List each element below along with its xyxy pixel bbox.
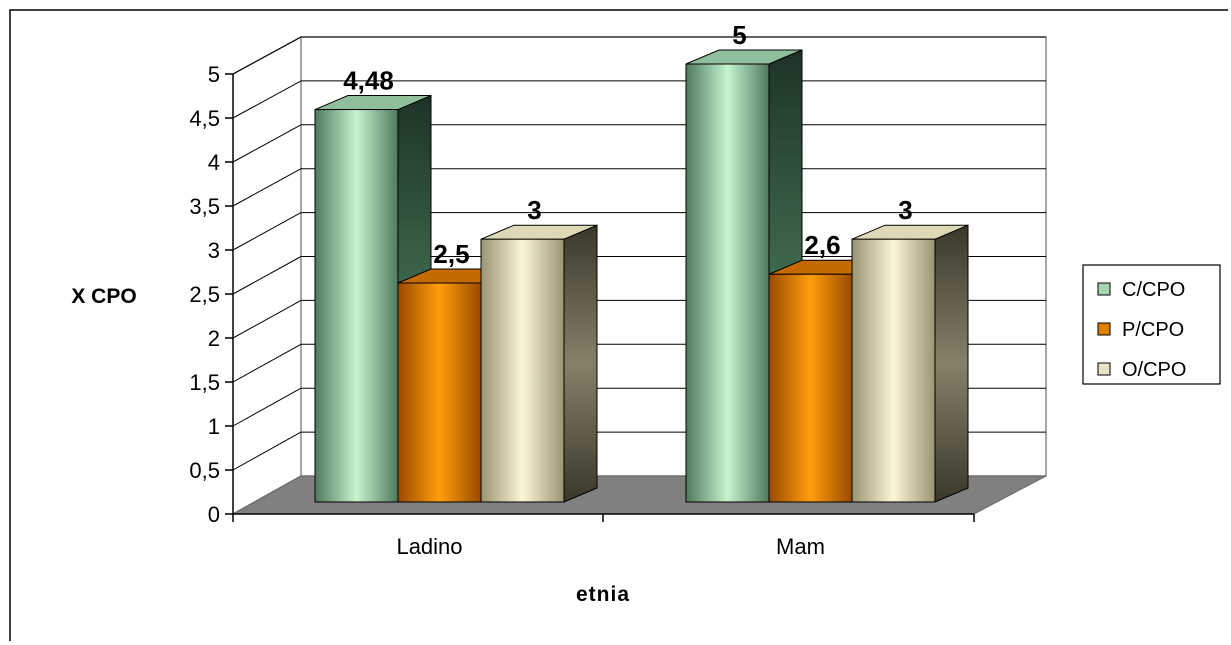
chart-frame — [9, 9, 1228, 641]
bar-o-cpo-ladino — [480, 238, 565, 503]
y-tick-labels: 0 0,5 1 1,5 2 2,5 3 3,5 4 4,5 5 — [189, 62, 220, 527]
data-label: 2,6 — [804, 230, 840, 260]
gridline-side — [232, 256, 302, 295]
gridline-side — [232, 80, 302, 119]
y-tick-label: 5 — [208, 62, 220, 87]
data-label: 4,48 — [343, 66, 394, 96]
bar-p-cpo-ladino — [397, 282, 482, 503]
y-tick-label: 2,5 — [189, 282, 220, 307]
gridline-side — [232, 36, 302, 75]
legend-label-c-cpo: C/CPO — [1122, 279, 1185, 301]
gridline-side — [232, 299, 302, 339]
data-label: 3 — [527, 195, 541, 225]
bar-c-cpo-ladino — [314, 109, 399, 503]
y-tick-label: 4,5 — [189, 106, 220, 131]
gridline-side — [232, 431, 302, 471]
y-tick-label: 3 — [208, 238, 220, 263]
gridline-side — [232, 343, 302, 383]
category-labels: Ladino Mam — [396, 534, 824, 559]
y-axis-title: X CPO — [71, 285, 136, 308]
category-label-mam: Mam — [776, 534, 825, 559]
legend-swatch-p-cpo — [1097, 322, 1111, 336]
y-tick-label: 3,5 — [189, 194, 220, 219]
data-label: 2,5 — [433, 239, 469, 269]
bar-side-o-cpo-mam — [934, 224, 969, 503]
gridline-side — [232, 212, 302, 251]
gridline-side — [232, 124, 302, 163]
y-tick-label: 1,5 — [189, 370, 220, 395]
bar-o-cpo-mam — [851, 238, 936, 503]
legend-label-o-cpo: O/CPO — [1122, 359, 1186, 381]
legend-label-p-cpo: P/CPO — [1122, 319, 1184, 341]
y-tick-label: 0,5 — [189, 458, 220, 483]
category-label-ladino: Ladino — [396, 534, 462, 559]
bar-side-o-cpo-ladino — [563, 224, 598, 503]
legend-swatch-c-cpo — [1097, 282, 1111, 296]
bar-p-cpo-mam — [768, 273, 853, 503]
y-tick-label: 1 — [208, 414, 220, 439]
x-axis-title: etnia — [576, 583, 630, 606]
data-label: 3 — [898, 195, 912, 225]
gridline-side — [232, 387, 302, 427]
bars — [314, 49, 969, 503]
legend-swatch-o-cpo — [1097, 362, 1111, 376]
y-tick-label: 2 — [208, 326, 220, 351]
data-label: 5 — [732, 20, 746, 50]
data-labels: 4,48 2,5 3 5 2,6 3 — [343, 20, 913, 269]
bar-c-cpo-mam — [685, 63, 770, 503]
legend: C/CPO P/CPO O/CPO — [1082, 264, 1221, 385]
y-tick-label: 0 — [208, 502, 220, 527]
y-tick-label: 4 — [208, 150, 220, 175]
gridline-side — [232, 168, 302, 207]
